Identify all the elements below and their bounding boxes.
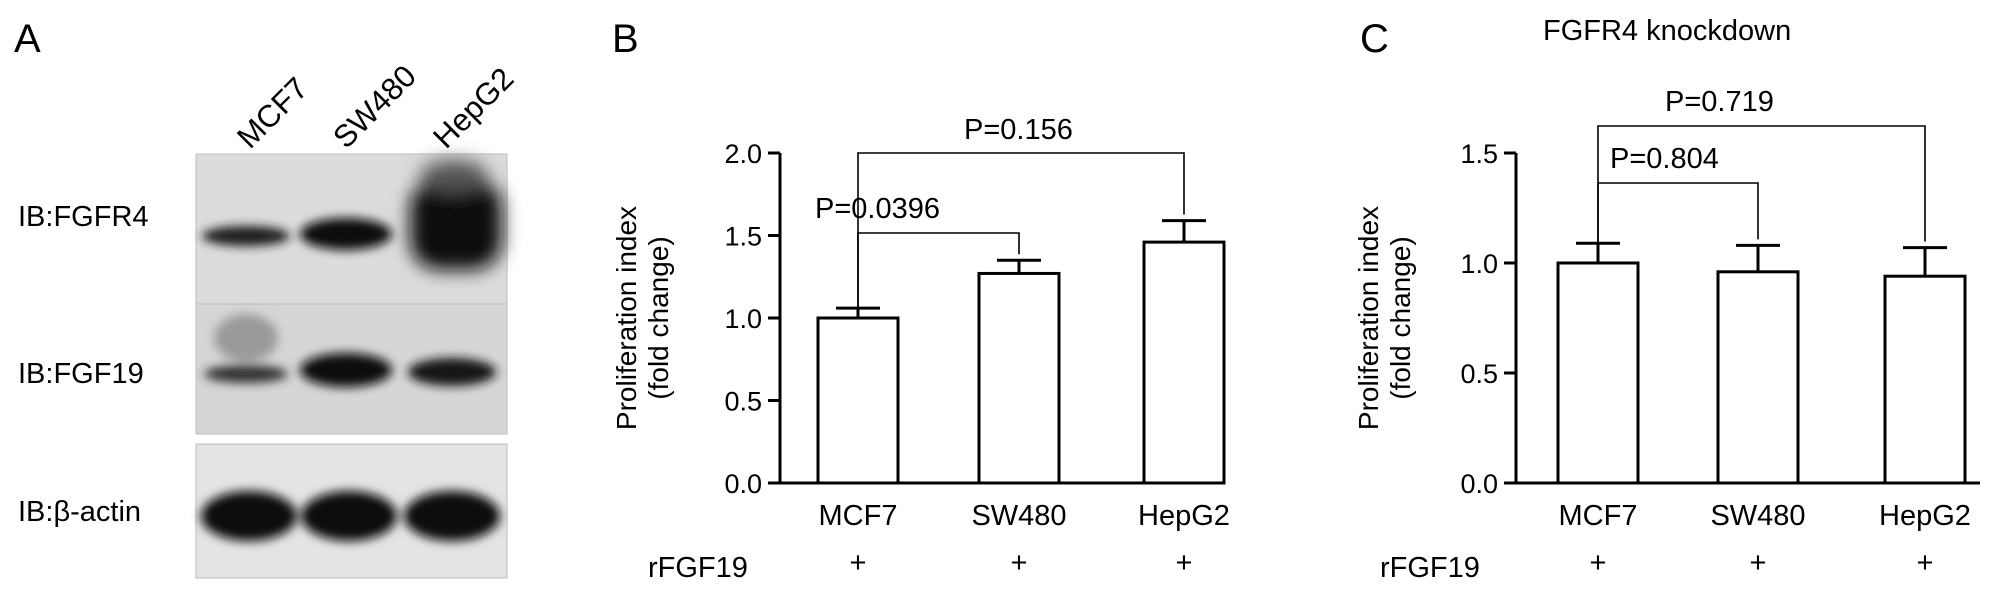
panel-b-ytick-label-1: 0.5 [724, 387, 762, 417]
panel-b-treatment-mark-1: + [1011, 547, 1028, 579]
panel-c-bar-sw480 [1716, 270, 1800, 485]
panel-c-letter: C [1360, 17, 1389, 61]
band-fgfr4-hepg2 [410, 178, 502, 270]
panel-c-ytick-label-0: 0.0 [1460, 469, 1498, 499]
blot-label-fgfr4: IB:FGFR4 [18, 201, 149, 233]
panel-c-ylabel-2: (fold change) [1385, 236, 1416, 399]
panel-b-ylabel-2: (fold change) [643, 236, 674, 399]
panel-b-bar-mcf7 [816, 316, 900, 485]
panel-b-ytick-label-4: 2.0 [724, 139, 762, 169]
panel-b-bar-hepg2 [1142, 240, 1226, 485]
panel-b: B Proliferation index (fold change) 0.0 0… [611, 17, 1230, 584]
panel-c-treatment-mark-2: + [1917, 547, 1934, 579]
panel-c-title: FGFR4 knockdown [1543, 15, 1791, 47]
panel-b-pvalue-label-1: P=0.156 [964, 114, 1073, 146]
band-fgf19-hepg2 [408, 358, 496, 386]
panel-b-treatment-mark-2: + [1176, 547, 1193, 579]
blot-label-fgf19: IB:FGF19 [18, 358, 144, 390]
panel-a-letter: A [14, 17, 41, 61]
blot-actin [195, 443, 508, 579]
band-fgfr4-sw480 [300, 218, 392, 250]
lane-label-mcf7: MCF7 [230, 71, 314, 155]
blot-fgf19 [195, 303, 508, 435]
panel-c: C FGFR4 knockdown Proliferation index (f… [1353, 15, 1980, 584]
blot-fgfr4 [195, 153, 508, 305]
band-actin-mcf7 [201, 491, 297, 541]
panel-c-treatment-label: rFGF19 [1380, 552, 1480, 584]
band-actin-hepg2 [404, 491, 500, 541]
band-actin-sw480 [301, 491, 397, 541]
panel-b-ytick-label-2: 1.0 [724, 304, 762, 334]
band-fgf19-mcf7 [204, 365, 288, 383]
panel-c-ylabel-1: Proliferation index [1353, 206, 1384, 430]
panel-b-bar-sw480 [977, 271, 1061, 485]
panel-c-ytick-label-3: 1.5 [1460, 139, 1498, 169]
panel-c-ytick-label-1: 0.5 [1460, 359, 1498, 389]
panel-c-treatment-mark-0: + [1590, 547, 1607, 579]
panel-c-treatment-mark-1: + [1750, 547, 1767, 579]
blot-label-actin: IB:β-actin [18, 496, 141, 528]
band-fgfr4-mcf7 [202, 226, 290, 246]
panel-b-category-sw480: SW480 [971, 500, 1066, 532]
panel-c-pvalue-bracket-1 [1597, 125, 1926, 244]
panel-c-ytick-label-2: 1.0 [1460, 249, 1498, 279]
lane-label-hepg2: HepG2 [426, 61, 520, 155]
panel-b-letter: B [612, 17, 639, 61]
panel-b-ytick-label-0: 0.0 [724, 469, 762, 499]
panel-b-pvalue-label-0: P=0.0396 [815, 193, 940, 225]
panel-b-ylabel-1: Proliferation index [611, 206, 642, 430]
panel-c-pvalue-label-0: P=0.804 [1610, 143, 1719, 175]
panel-b-treatment-label: rFGF19 [648, 552, 748, 584]
panel-c-category-mcf7: MCF7 [1559, 500, 1638, 532]
panel-c-category-hepg2: HepG2 [1879, 500, 1971, 532]
panel-c-category-sw480: SW480 [1710, 500, 1805, 532]
band-fgf19-sw480 [300, 353, 392, 387]
panel-b-treatment-mark-0: + [850, 547, 867, 579]
panel-c-pvalue-bracket-0 [1597, 182, 1759, 244]
panel-a: A MCF7 SW480 HepG2 IB:FGFR4 IB:FGF19 [14, 17, 520, 579]
lane-label-sw480: SW480 [326, 58, 423, 155]
panel-c-bar-hepg2 [1883, 274, 1967, 485]
panel-c-bar-mcf7 [1556, 261, 1640, 485]
panel-c-pvalue-label-1: P=0.719 [1665, 86, 1774, 118]
panel-b-ytick-label-3: 1.5 [724, 222, 762, 252]
panel-b-category-mcf7: MCF7 [819, 500, 898, 532]
panel-b-category-hepg2: HepG2 [1138, 500, 1230, 532]
panel-b-pvalue-bracket-1 [857, 152, 1185, 309]
